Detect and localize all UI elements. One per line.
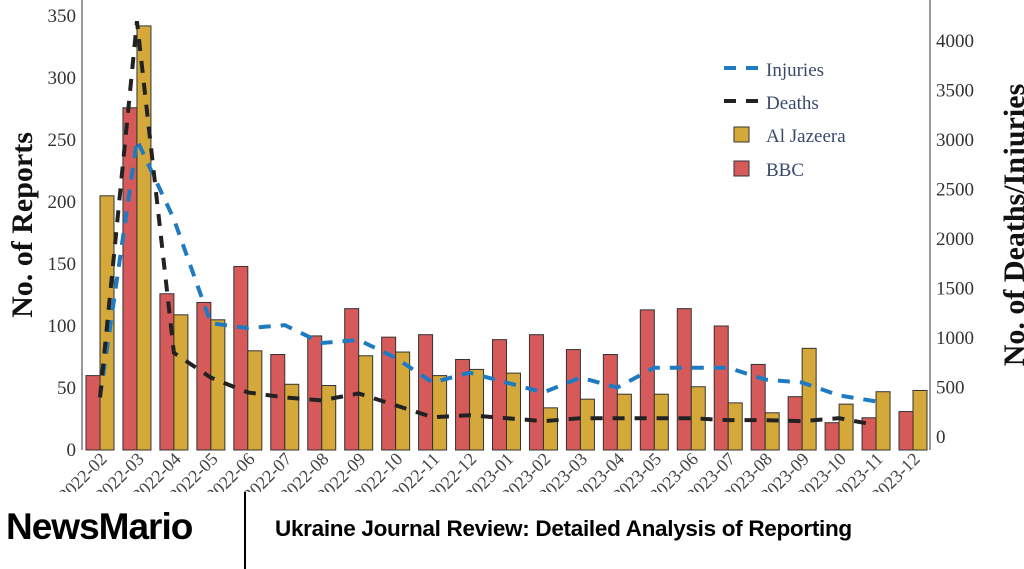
legend-injuries-label: Injuries: [766, 60, 824, 81]
right-tick-label: 2000: [936, 229, 974, 250]
line-injuries: [98, 133, 877, 404]
left-tick-label: 350: [48, 6, 77, 27]
bar-al-jazeera-2022-05: [210, 319, 226, 451]
right-tick-label: 500: [936, 378, 965, 399]
bar-al-jazeera-2023-02: [542, 407, 558, 451]
left-tick-label: 300: [48, 68, 77, 89]
bar-al-jazeera-2023-01: [506, 372, 521, 451]
bar-al-jazeera-2023-09: [801, 347, 817, 451]
headline: Ukraine Journal Review: Detailed Analysi…: [275, 516, 852, 541]
bar-bbc-2022-04: [159, 293, 175, 451]
brand-logo: NewsMario: [6, 506, 193, 547]
y-axis-label-right: No. of Deaths/Injuries: [998, 84, 1024, 367]
left-tick-labels: 0 50 100 150 200 250 300 350: [48, 6, 77, 461]
right-tick-labels: 0 500 1000 1500 2000 2500 3000 3500 4000: [936, 31, 974, 448]
right-tick-label: 3000: [936, 130, 974, 151]
bar-al-jazeera-2023-05: [653, 393, 669, 451]
left-tick-label: 50: [57, 378, 76, 399]
left-tick-label: 150: [48, 254, 77, 275]
bar-al-jazeera-2023-12: [912, 389, 928, 451]
bar-bbc-2023-12: [898, 411, 914, 451]
bar-al-jazeera-2023-07: [727, 402, 743, 451]
lines-group: [98, 20, 877, 428]
bar-al-jazeera-2022-06: [247, 350, 263, 451]
bar-bbc-2023-10: [824, 422, 840, 451]
bar-bbc-2023-08: [750, 363, 766, 451]
chart: 0 50 100 150 200 250 300 350 0 500 1000 1500 2000 25…: [6, 0, 1024, 492]
right-tick-label: 3500: [936, 81, 974, 102]
left-tick-label: 250: [48, 130, 77, 151]
bar-al-jazeera-2023-03: [579, 398, 595, 451]
bar-bbc-2023-07: [713, 325, 729, 451]
bar-al-jazeera-2022-07: [284, 383, 300, 451]
legend-aljazeera-label: Al Jazeera: [766, 126, 846, 147]
right-tick-label: 0: [936, 427, 946, 448]
bar-bbc-2022-06: [233, 265, 249, 451]
bar-al-jazeera-2022-04: [173, 314, 189, 451]
bar-bbc-2022-11: [418, 334, 434, 451]
banner: NewsMario Ukraine Journal Review: Detail…: [0, 492, 1024, 569]
bars-group: [85, 25, 928, 451]
bar-al-jazeera-2022-11: [432, 375, 448, 451]
bar-bbc-2022-07: [270, 354, 286, 451]
bar-al-jazeera-2023-11: [875, 391, 891, 451]
left-tick-label: 0: [67, 440, 77, 461]
bar-bbc-2023-03: [565, 349, 581, 451]
bar-bbc-2022-02: [85, 375, 101, 451]
line-deaths: [98, 20, 877, 428]
bar-bbc-2022-09: [344, 308, 360, 451]
right-tick-label: 1500: [936, 279, 974, 300]
bar-bbc-2023-04: [602, 354, 618, 451]
right-tick-label: 1000: [936, 328, 974, 349]
bar-bbc-2022-08: [307, 335, 323, 451]
right-tick-label: 4000: [936, 31, 974, 52]
bar-bbc-2023-06: [676, 308, 692, 451]
bar-al-jazeera-2022-12: [469, 368, 485, 451]
legend-bbc-swatch: [733, 160, 750, 177]
bar-al-jazeera-2022-09: [358, 355, 374, 451]
x-tick-labels: 2022-022022-032022-042022-052022-062022-…: [54, 449, 924, 492]
bar-al-jazeera-2022-08: [321, 385, 337, 451]
legend-bbc-label: BBC: [766, 160, 804, 181]
bar-al-jazeera-2022-10: [395, 351, 411, 451]
legend: Injuries Deaths Al Jazeera BBC: [724, 60, 846, 181]
y-axis-label-left: No. of Reports: [6, 132, 39, 318]
bar-al-jazeera-2023-10: [838, 403, 854, 451]
legend-deaths-label: Deaths: [766, 93, 819, 114]
right-tick-label: 2500: [936, 180, 974, 201]
bar-al-jazeera-2023-04: [616, 393, 632, 451]
bar-bbc-2022-03: [122, 107, 138, 451]
left-tick-label: 200: [48, 192, 77, 213]
bar-bbc-2023-09: [787, 396, 803, 451]
left-tick-label: 100: [48, 316, 77, 337]
bar-bbc-2023-05: [639, 309, 655, 451]
legend-aljazeera-swatch: [733, 126, 750, 143]
bar-bbc-2023-01: [492, 339, 507, 451]
divider: [244, 492, 246, 569]
